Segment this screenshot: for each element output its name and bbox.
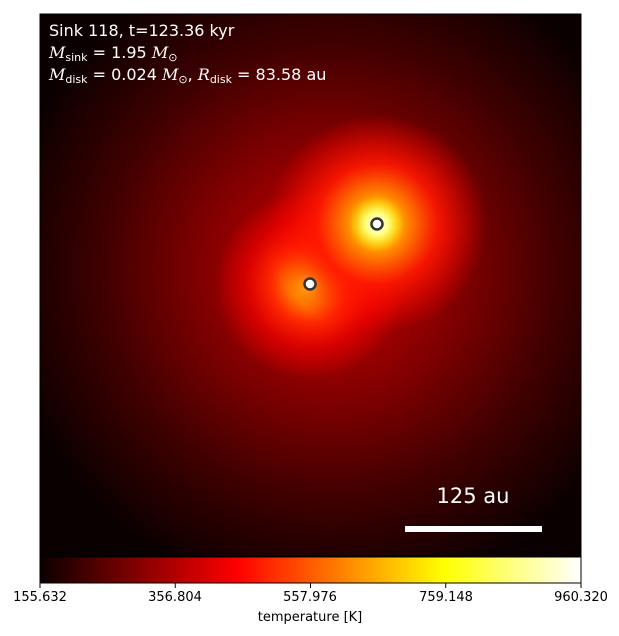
m-sink-value: = 1.95 [87, 43, 152, 62]
sink-marker-primary-icon [370, 217, 384, 231]
m-sink-unit-sub: ⊙ [168, 51, 178, 64]
m-disk-value: = 0.024 [87, 65, 162, 84]
colorbar-tick-label: 356.804 [148, 590, 202, 605]
m-disk-unit-symbol: M [162, 65, 179, 84]
m-disk-sub: disk [65, 73, 88, 86]
colorbar-tick-label: 155.632 [13, 590, 67, 605]
scale-bar [405, 526, 542, 532]
colorbar-tick-label: 759.148 [419, 590, 473, 605]
sink-marker-secondary-icon [303, 277, 317, 291]
m-sink-unit-symbol: M [151, 43, 169, 62]
map-frame [39, 13, 582, 557]
r-disk-sub: disk [209, 73, 232, 86]
sink-mass-label: Msink = 1.95 M⊙ [49, 43, 177, 68]
sink-time-label: Sink 118, t=123.36 kyr [49, 21, 235, 40]
m-sink-symbol: M [49, 43, 66, 62]
colorbar-title: temperature [K] [257, 610, 363, 625]
r-disk-separator: , [187, 65, 198, 84]
disk-properties-label: Mdisk = 0.024 M⊙, Rdisk = 83.58 au [49, 65, 326, 90]
m-disk-unit-sub: ⊙ [178, 73, 188, 86]
r-disk-symbol: R [197, 65, 210, 84]
colorbar [39, 556, 582, 584]
scale-bar-label: 125 au [436, 484, 510, 508]
colorbar-tick-label: 557.976 [283, 590, 337, 605]
colorbar-ticks [39, 583, 582, 588]
m-disk-symbol: M [49, 65, 66, 84]
r-disk-value: = 83.58 au [231, 65, 327, 84]
colorbar-tick-label: 960.320 [554, 590, 608, 605]
m-sink-sub: sink [65, 51, 88, 64]
